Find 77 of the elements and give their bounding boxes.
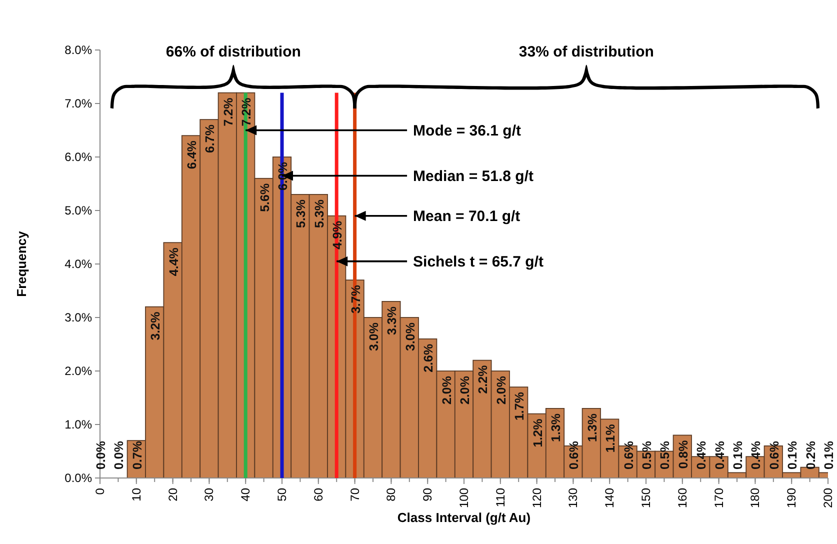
data-label: 1.3%: [549, 413, 563, 442]
x-axis-title: Class Interval (g/t Au): [397, 510, 531, 525]
x-tick-label: 120: [530, 488, 544, 508]
x-tick-label: 170: [712, 488, 726, 508]
x-tick-label: 160: [675, 488, 690, 508]
data-label: 4.9%: [330, 220, 345, 250]
data-label: 2.0%: [458, 376, 472, 404]
data-label: 7.2%: [240, 98, 254, 126]
data-label: 0.1%: [786, 441, 800, 470]
annotation: 33% of distribution: [518, 43, 654, 60]
data-label: 3.3%: [385, 306, 400, 335]
data-label: 0.5%: [640, 441, 654, 470]
data-label: 3.0%: [367, 322, 381, 351]
data-label: 0.6%: [622, 441, 636, 470]
x-tick-label: 20: [166, 488, 180, 502]
y-tick-label: 1.0%: [64, 418, 92, 432]
x-tick-label: 100: [457, 488, 471, 508]
annotation: Mean = 70.1 g/t: [413, 208, 520, 226]
y-tick-label: 2.0%: [64, 364, 92, 378]
data-label: 0.8%: [676, 440, 690, 469]
data-label: 2.6%: [422, 344, 436, 372]
data-label: 5.3%: [312, 199, 326, 228]
x-tick-label: 70: [348, 488, 362, 502]
y-tick-label: 4.0%: [64, 257, 92, 272]
data-label: 7.2%: [221, 98, 236, 126]
x-tick-label: 30: [202, 488, 216, 502]
data-label: 1.7%: [512, 392, 527, 421]
data-label: 2.0%: [494, 376, 508, 404]
annotation: Sichels t = 65.7 g/t: [413, 254, 544, 271]
y-tick-label: 5.0%: [64, 204, 92, 218]
data-label: 6.4%: [185, 140, 199, 170]
x-tick-label: 130: [566, 488, 580, 508]
data-label: 1.3%: [585, 413, 600, 442]
y-tick-label: 6.0%: [64, 150, 92, 164]
data-label: 0.7%: [130, 441, 144, 470]
data-label: 5.6%: [258, 183, 272, 212]
x-tick-label: 50: [275, 488, 289, 502]
annotation: Median = 51.8 g/t: [413, 168, 534, 185]
x-tick-label: 0: [93, 488, 107, 495]
annotation: Mode = 36.1 g/t: [413, 122, 521, 140]
y-tick-label: 0.0%: [64, 471, 92, 486]
annotation: 66% of distribution: [166, 43, 301, 60]
x-tick-label: 200: [821, 488, 835, 508]
data-label: 0.2%: [804, 441, 818, 470]
data-label: 0.6%: [767, 441, 782, 470]
x-tick-label: 150: [639, 488, 653, 508]
data-label: 0.4%: [694, 441, 709, 470]
data-label: 0.4%: [712, 441, 727, 470]
y-tick-label: 8.0%: [64, 43, 92, 58]
x-tick-label: 140: [602, 488, 617, 508]
data-label: 1.2%: [530, 418, 545, 448]
x-tick-label: 60: [311, 488, 326, 502]
x-tick-label: 110: [493, 488, 508, 508]
data-label: 3.2%: [148, 312, 163, 340]
data-label: 1.1%: [604, 424, 618, 453]
data-label: 0.1%: [731, 441, 745, 470]
data-label: 2.2%: [476, 365, 490, 394]
y-tick-label: 7.0%: [64, 96, 92, 111]
x-tick-label: 80: [384, 488, 398, 502]
data-label: 0.4%: [749, 441, 764, 470]
data-label: 0.6%: [567, 441, 582, 470]
data-label: 3.7%: [348, 285, 363, 314]
data-label: 3.0%: [403, 322, 418, 351]
x-tick-label: 90: [420, 488, 435, 502]
x-tick-label: 190: [784, 488, 799, 508]
x-tick-label: 180: [748, 488, 762, 508]
x-tick-label: 40: [238, 488, 253, 502]
data-label: 5.3%: [294, 199, 308, 228]
data-label: 2.0%: [440, 376, 454, 404]
data-label: 0.0%: [112, 441, 126, 470]
data-label: 0.1%: [822, 441, 836, 470]
data-label: 4.4%: [166, 248, 181, 276]
data-label: 6.7%: [203, 124, 218, 154]
x-tick-label: 10: [129, 488, 144, 502]
y-axis-title: Frequency: [14, 230, 29, 297]
y-tick-label: 3.0%: [64, 310, 92, 325]
data-label: 0.5%: [658, 441, 672, 470]
